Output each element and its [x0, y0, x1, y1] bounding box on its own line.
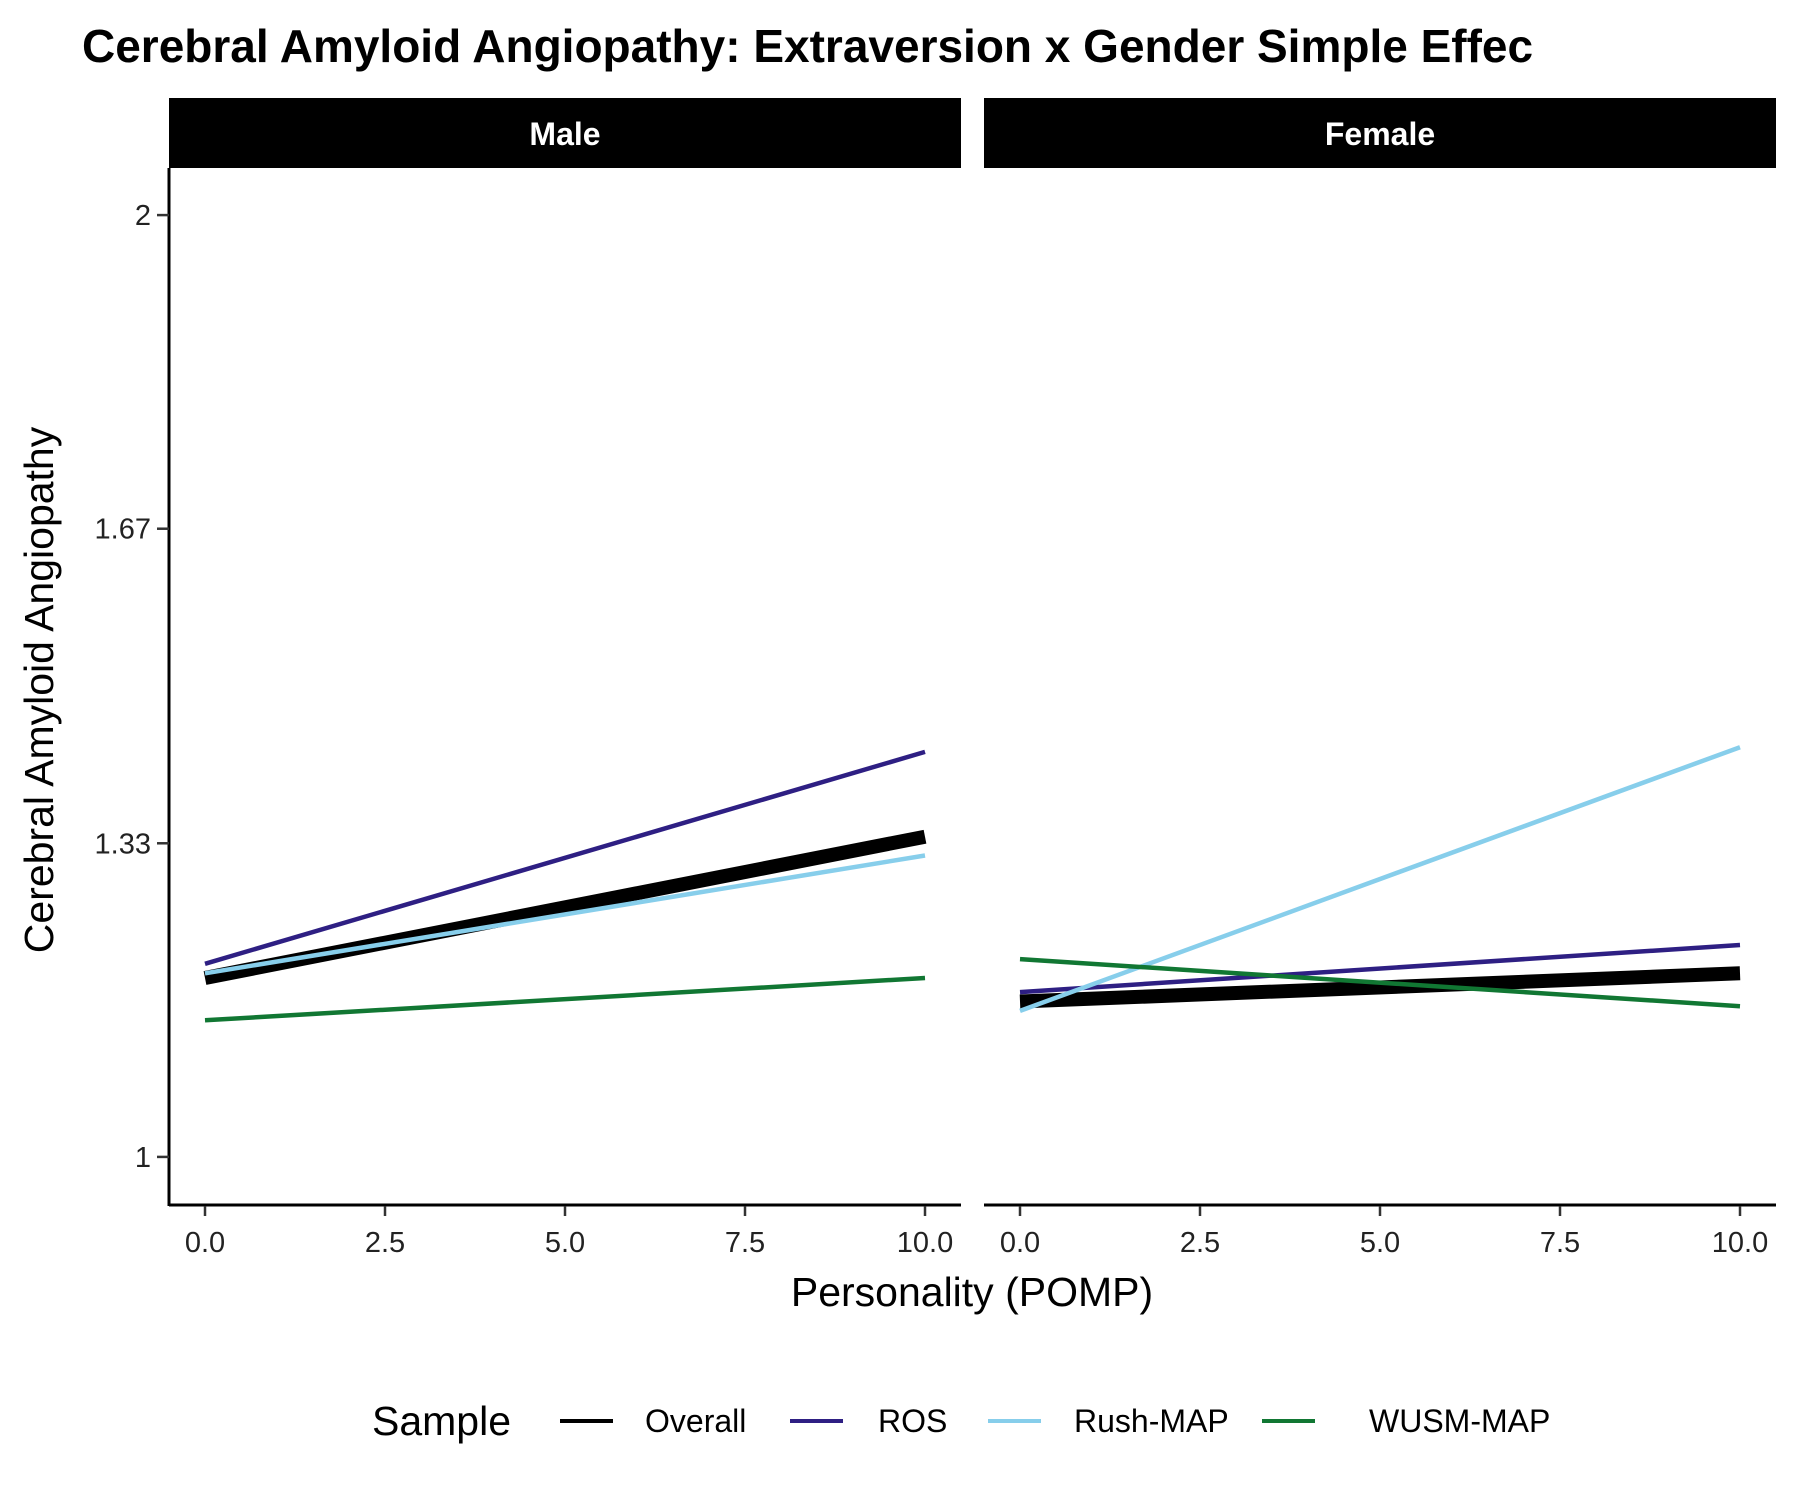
legend-label: Rush-MAP	[1074, 1403, 1229, 1439]
strip-label: Female	[1325, 116, 1435, 152]
series-line-wusm-map	[204, 975, 926, 1023]
strip-background	[984, 98, 1776, 168]
series-line-rush-map	[204, 853, 926, 976]
y-tick-label: 1.67	[95, 514, 151, 546]
x-tick-label: 2.5	[1180, 1227, 1220, 1259]
series-line-ros	[204, 749, 926, 966]
y-tick-label: 1.33	[95, 828, 151, 860]
x-tick-label: 5.0	[1360, 1227, 1400, 1259]
x-tick-label: 7.5	[725, 1227, 765, 1259]
legend-item: Rush-MAP	[988, 1403, 1229, 1439]
series-line-ros	[1019, 942, 1741, 995]
x-tick-label: 10.0	[1712, 1227, 1768, 1259]
series-line-wusm-map	[1019, 956, 1741, 1009]
panel-male: Male 0.0 2.5 5.0 7.5 10.0	[169, 98, 961, 1259]
x-tick-label: 7.5	[1540, 1227, 1580, 1259]
y-axis: 1 1.33 1.67 2	[95, 168, 171, 1206]
x-tick-label: 0.0	[185, 1227, 225, 1259]
panel-female: Female 0.0 2.5 5.0 7.5 10.0	[984, 98, 1776, 1259]
x-tick-label: 5.0	[545, 1227, 585, 1259]
legend-label: WUSM-MAP	[1369, 1403, 1550, 1439]
chart-title: Cerebral Amyloid Angiopathy: Extraversio…	[82, 20, 1533, 72]
y-tick-label: 2	[135, 200, 151, 232]
facet-panels: Male 0.0 2.5 5.0 7.5 10.0 Female 0.0 2.5 5.0 7.5 10…	[169, 98, 1776, 1259]
legend-label: Overall	[645, 1403, 746, 1439]
strip-background	[169, 98, 961, 168]
legend-item: ROS	[790, 1403, 947, 1439]
legend-title: Sample	[372, 1398, 511, 1444]
series-line-overall	[1019, 966, 1741, 1009]
strip-label: Male	[529, 116, 600, 152]
x-tick-label: 2.5	[365, 1227, 405, 1259]
y-axis-title: Cerebral Amyloid Angiopathy	[16, 426, 62, 953]
legend-item: Overall	[560, 1403, 746, 1439]
y-tick-label: 1	[135, 1142, 151, 1174]
x-tick-label: 0.0	[1000, 1227, 1040, 1259]
x-tick-label: 10.0	[897, 1227, 953, 1259]
x-axis-title: Personality (POMP)	[791, 1269, 1153, 1315]
legend: Sample Overall ROS Rush-MAP WUSM-MAP	[372, 1398, 1550, 1444]
legend-item: WUSM-MAP	[1262, 1403, 1550, 1439]
legend-label: ROS	[878, 1403, 947, 1439]
